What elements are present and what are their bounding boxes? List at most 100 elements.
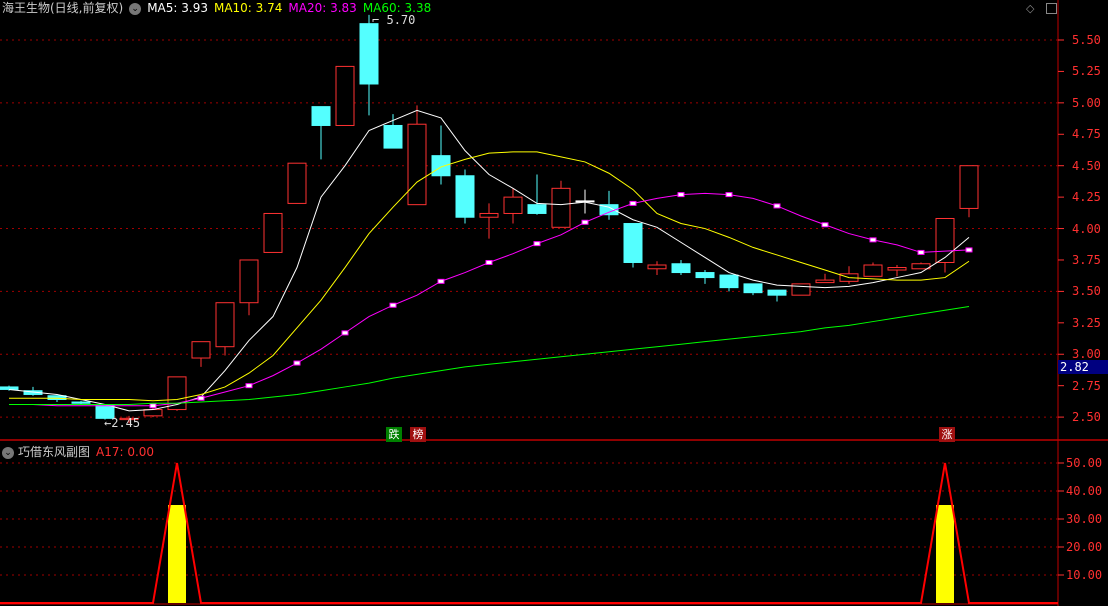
y-tick-label: 4.25 (1072, 190, 1101, 205)
candle-down (527, 204, 547, 214)
candle-down (671, 263, 691, 274)
y-tick-label: 5.50 (1072, 33, 1101, 47)
y-tick-label: 2.75 (1072, 378, 1101, 393)
candle-down (71, 401, 91, 404)
candle-up (287, 162, 307, 204)
fall-tag[interactable]: 跌 (386, 427, 402, 442)
ma20-marker (245, 383, 253, 389)
ma20-marker (821, 222, 829, 228)
y-tick-label: 2.50 (1072, 410, 1101, 425)
candle-up (407, 123, 427, 206)
ma60-label: MA60: 3.38 (362, 1, 432, 15)
ma20-marker (677, 192, 685, 198)
candle-up (143, 409, 163, 417)
low-marker: ←2.45 (104, 416, 140, 430)
flag-icon: ⌐ (372, 13, 380, 27)
candle-up (935, 217, 955, 263)
signal-bar (168, 505, 186, 603)
maximize-icon[interactable] (1046, 3, 1057, 14)
candle-down (623, 223, 643, 263)
candle-down (695, 272, 715, 279)
y-tick-label: 5.25 (1072, 64, 1101, 79)
ma20-label: MA20: 3.83 (288, 1, 357, 15)
ma5-label: MA5: 3.93 (147, 1, 208, 15)
y-tick-label: 4.00 (1072, 221, 1101, 236)
chevron-down-circle-icon[interactable]: ⌄ (129, 2, 142, 15)
candle-down (383, 124, 403, 149)
y-tick-label: 3.75 (1072, 252, 1101, 267)
candle-up (503, 196, 523, 214)
candle-down (599, 204, 619, 216)
signal-line (0, 462, 1058, 604)
candle-up (647, 264, 667, 270)
chevron-down-circle-icon[interactable]: ⌄ (2, 446, 14, 459)
ma20-marker (869, 237, 877, 243)
ma20-marker (389, 302, 397, 308)
candle-up (959, 165, 979, 209)
y-tick-label: 3.50 (1072, 284, 1101, 299)
low-value: 2.45 (111, 416, 141, 430)
sub-y-tick-label: 10.00 (1066, 568, 1103, 582)
candle-down (0, 386, 19, 390)
ma5-line (8, 109, 970, 412)
candle-up (887, 267, 907, 271)
ma10-line (9, 151, 970, 402)
candle-down (743, 283, 763, 294)
candle-up (215, 302, 235, 348)
candle-down (359, 23, 379, 85)
candle-up (119, 417, 139, 421)
candle-down (47, 395, 67, 401)
ma20-marker (581, 219, 589, 225)
y-tick-label: 4.75 (1072, 127, 1101, 142)
ma60-line (9, 305, 970, 406)
y-tick-label: 5.00 (1072, 95, 1101, 110)
candle-up (911, 263, 931, 270)
sub-y-tick-label: 40.00 (1066, 484, 1103, 498)
chart-header: 海王生物(日线,前复权) ⌄ MA5: 3.93 MA10: 3.74 MA20: 3.… (2, 0, 437, 16)
ma20-marker (197, 395, 205, 401)
y-tick-label: 4.50 (1072, 158, 1101, 173)
sub-chart-header: ⌄ 巧借东风副图 A17: 0.00 (2, 444, 154, 460)
candle-down (767, 289, 787, 296)
current-price-tag: 2.82 (1058, 360, 1108, 374)
rank-tag[interactable]: 榜 (410, 427, 426, 442)
ma20-marker (437, 278, 445, 284)
ma10-label: MA10: 3.74 (213, 1, 283, 15)
y-tick-label: 3.00 (1072, 347, 1101, 362)
candle-up (167, 376, 187, 411)
candle-down (719, 274, 739, 289)
sub-y-tick-label: 50.00 (1066, 456, 1103, 470)
candle-up (791, 283, 811, 296)
ma20-marker (773, 203, 781, 209)
ma20-marker (293, 360, 301, 366)
arrow-left-icon: ← (104, 416, 112, 430)
candle-up (815, 279, 835, 284)
signal-bar (936, 505, 954, 603)
ma20-marker (725, 192, 733, 198)
a17-value: A17: 0.00 (96, 445, 155, 459)
high-marker: ⌐ 5.70 (372, 13, 415, 27)
diamond-icon[interactable]: ◇ (1026, 2, 1035, 15)
stock-title: 海王生物(日线,前复权) (2, 1, 124, 15)
candle-up (863, 264, 883, 277)
candle-down (431, 155, 451, 177)
ma20-marker (341, 330, 349, 336)
candle-up (479, 212, 499, 218)
rise-tag[interactable]: 涨 (939, 427, 955, 442)
ma20-marker (965, 247, 973, 253)
ma20-marker (533, 241, 541, 247)
ma20-marker (149, 403, 157, 409)
ma20-marker (629, 200, 637, 206)
sub-y-tick-label: 30.00 (1066, 512, 1103, 526)
ma20-marker (485, 259, 493, 265)
candle-up (551, 187, 571, 228)
candle-down (311, 106, 331, 126)
ma20-marker (917, 249, 925, 255)
candle-up (239, 259, 259, 304)
high-value: 5.70 (386, 13, 416, 27)
sub-chart-title: 巧借东风副图 (18, 445, 91, 459)
candle-down (455, 175, 475, 218)
y-tick-label: 3.25 (1072, 315, 1101, 330)
sub-y-tick-label: 20.00 (1066, 540, 1103, 554)
